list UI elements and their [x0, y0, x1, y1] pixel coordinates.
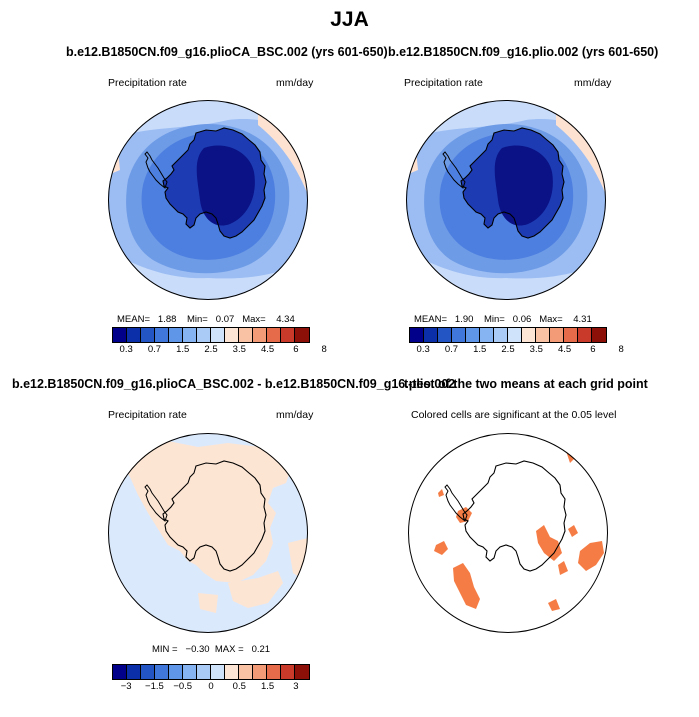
colorbar-swatch: [169, 328, 183, 342]
colorbar-swatch: [253, 665, 267, 679]
colorbar-swatch: [438, 328, 452, 342]
panel2-units-label: mm/day: [574, 77, 612, 89]
colorbar-swatch: [211, 665, 225, 679]
colorbar-swatch: [155, 328, 169, 342]
colorbar-swatch: [564, 328, 578, 342]
colorbar-swatch: [127, 665, 141, 679]
colorbar-swatch: [239, 328, 253, 342]
colorbar-swatch: [578, 328, 592, 342]
colorbar-swatch: [141, 328, 155, 342]
panel3-map: [108, 433, 308, 633]
colorbar-tick-label: 3.5: [529, 344, 543, 355]
colorbar-tick-label: 8: [321, 344, 327, 355]
panel4-subtitle: Colored cells are significant at the 0.0…: [411, 409, 617, 421]
panel2-stats: MEAN= 1.90 Min= 0.06 Max= 4.31: [414, 314, 592, 325]
colorbar-swatch: [239, 665, 253, 679]
panel1-colorbar-ticks: 0.3 0.7 1.5 2.5 3.5 4.5 6 8: [112, 344, 327, 356]
colorbar-tick-label: −1.5: [145, 681, 164, 692]
colorbar-swatch: [127, 328, 141, 342]
colorbar-swatch: [522, 328, 536, 342]
colorbar-swatch: [494, 328, 508, 342]
panel4-title: t-test of the two means at each grid poi…: [404, 377, 648, 391]
colorbar-tick-label: 1.5: [176, 344, 190, 355]
panel2-variable-label: Precipitation rate: [404, 77, 483, 89]
panel3-units-label: mm/day: [276, 409, 314, 421]
colorbar-swatch: [295, 328, 309, 342]
panel2-map: [406, 100, 606, 300]
colorbar-swatch: [183, 665, 197, 679]
panel1-stats: MEAN= 1.88 Min= 0.07 Max= 4.34: [117, 314, 295, 325]
colorbar-swatch: [424, 328, 438, 342]
colorbar-tick-label: 0.3: [416, 344, 430, 355]
colorbar-tick-label: 1.5: [473, 344, 487, 355]
colorbar-tick-label: 6: [590, 344, 596, 355]
colorbar-tick-label: 0.7: [444, 344, 459, 355]
colorbar-tick-label: −0.5: [173, 681, 193, 692]
colorbar-swatch: [452, 328, 466, 342]
colorbar-swatch: [113, 665, 127, 679]
panel2-case-title: b.e12.B1850CN.f09_g16.plio.002 (yrs 601-…: [388, 45, 659, 59]
colorbar-tick-label: 0.3: [119, 344, 133, 355]
colorbar-tick-label: 6: [293, 344, 299, 355]
colorbar-swatch: [466, 328, 480, 342]
colorbar-swatch: [410, 328, 424, 342]
panel3-colorbar-ticks: −3 −1.5 −0.5 0 0.5 1.5 3: [112, 681, 308, 693]
colorbar-tick-label: 4.5: [557, 344, 572, 355]
colorbar-swatch: [592, 328, 606, 342]
panel1-case-title: b.e12.B1850CN.f09_g16.plioCA_BSC.002 (yr…: [66, 45, 388, 59]
colorbar-swatch: [225, 328, 239, 342]
colorbar-swatch: [113, 328, 127, 342]
panel4-map: [408, 433, 608, 633]
panel2-colorbar: [409, 327, 607, 343]
panel1-map: [108, 100, 308, 300]
colorbar-swatch: [508, 328, 522, 342]
colorbar-swatch: [169, 665, 183, 679]
colorbar-tick-label: 4.5: [260, 344, 275, 355]
panel3-case-title: b.e12.B1850CN.f09_g16.plioCA_BSC.002 - b…: [12, 377, 456, 391]
panel3-stats: MIN = −0.30 MAX = 0.21: [152, 644, 271, 655]
colorbar-swatch: [267, 328, 281, 342]
figure-title: JJA: [330, 8, 369, 31]
colorbar-swatch: [225, 665, 239, 679]
colorbar-tick-label: 0: [208, 681, 214, 692]
panel1-variable-label: Precipitation rate: [108, 77, 187, 89]
colorbar-tick-label: 1.5: [260, 681, 275, 692]
colorbar-swatch: [281, 328, 295, 342]
colorbar-tick-label: 3: [293, 681, 299, 692]
colorbar-swatch: [253, 328, 267, 342]
colorbar-tick-label: 3.5: [232, 344, 246, 355]
colorbar-swatch: [281, 665, 295, 679]
panel3-variable-label: Precipitation rate: [108, 409, 187, 421]
colorbar-swatch: [197, 328, 211, 342]
colorbar-tick-label: 2.5: [204, 344, 218, 355]
colorbar-tick-label: 0.7: [147, 344, 162, 355]
colorbar-swatch: [480, 328, 494, 342]
colorbar-tick-label: 8: [618, 344, 624, 355]
colorbar-swatch: [295, 665, 309, 679]
panel3-colorbar: [112, 664, 310, 680]
colorbar-swatch: [197, 665, 211, 679]
panel1-units-label: mm/day: [276, 77, 314, 89]
panel1-colorbar: [112, 327, 310, 343]
colorbar-swatch: [155, 665, 169, 679]
colorbar-swatch: [536, 328, 550, 342]
colorbar-swatch: [211, 328, 225, 342]
colorbar-tick-label: −3: [120, 681, 132, 692]
colorbar-tick-label: 0.5: [232, 681, 246, 692]
panel2-colorbar-ticks: 0.3 0.7 1.5 2.5 3.5 4.5 6 8: [409, 344, 624, 356]
colorbar-tick-label: 2.5: [501, 344, 515, 355]
colorbar-swatch: [267, 665, 281, 679]
colorbar-swatch: [183, 328, 197, 342]
colorbar-swatch: [141, 665, 155, 679]
colorbar-swatch: [550, 328, 564, 342]
